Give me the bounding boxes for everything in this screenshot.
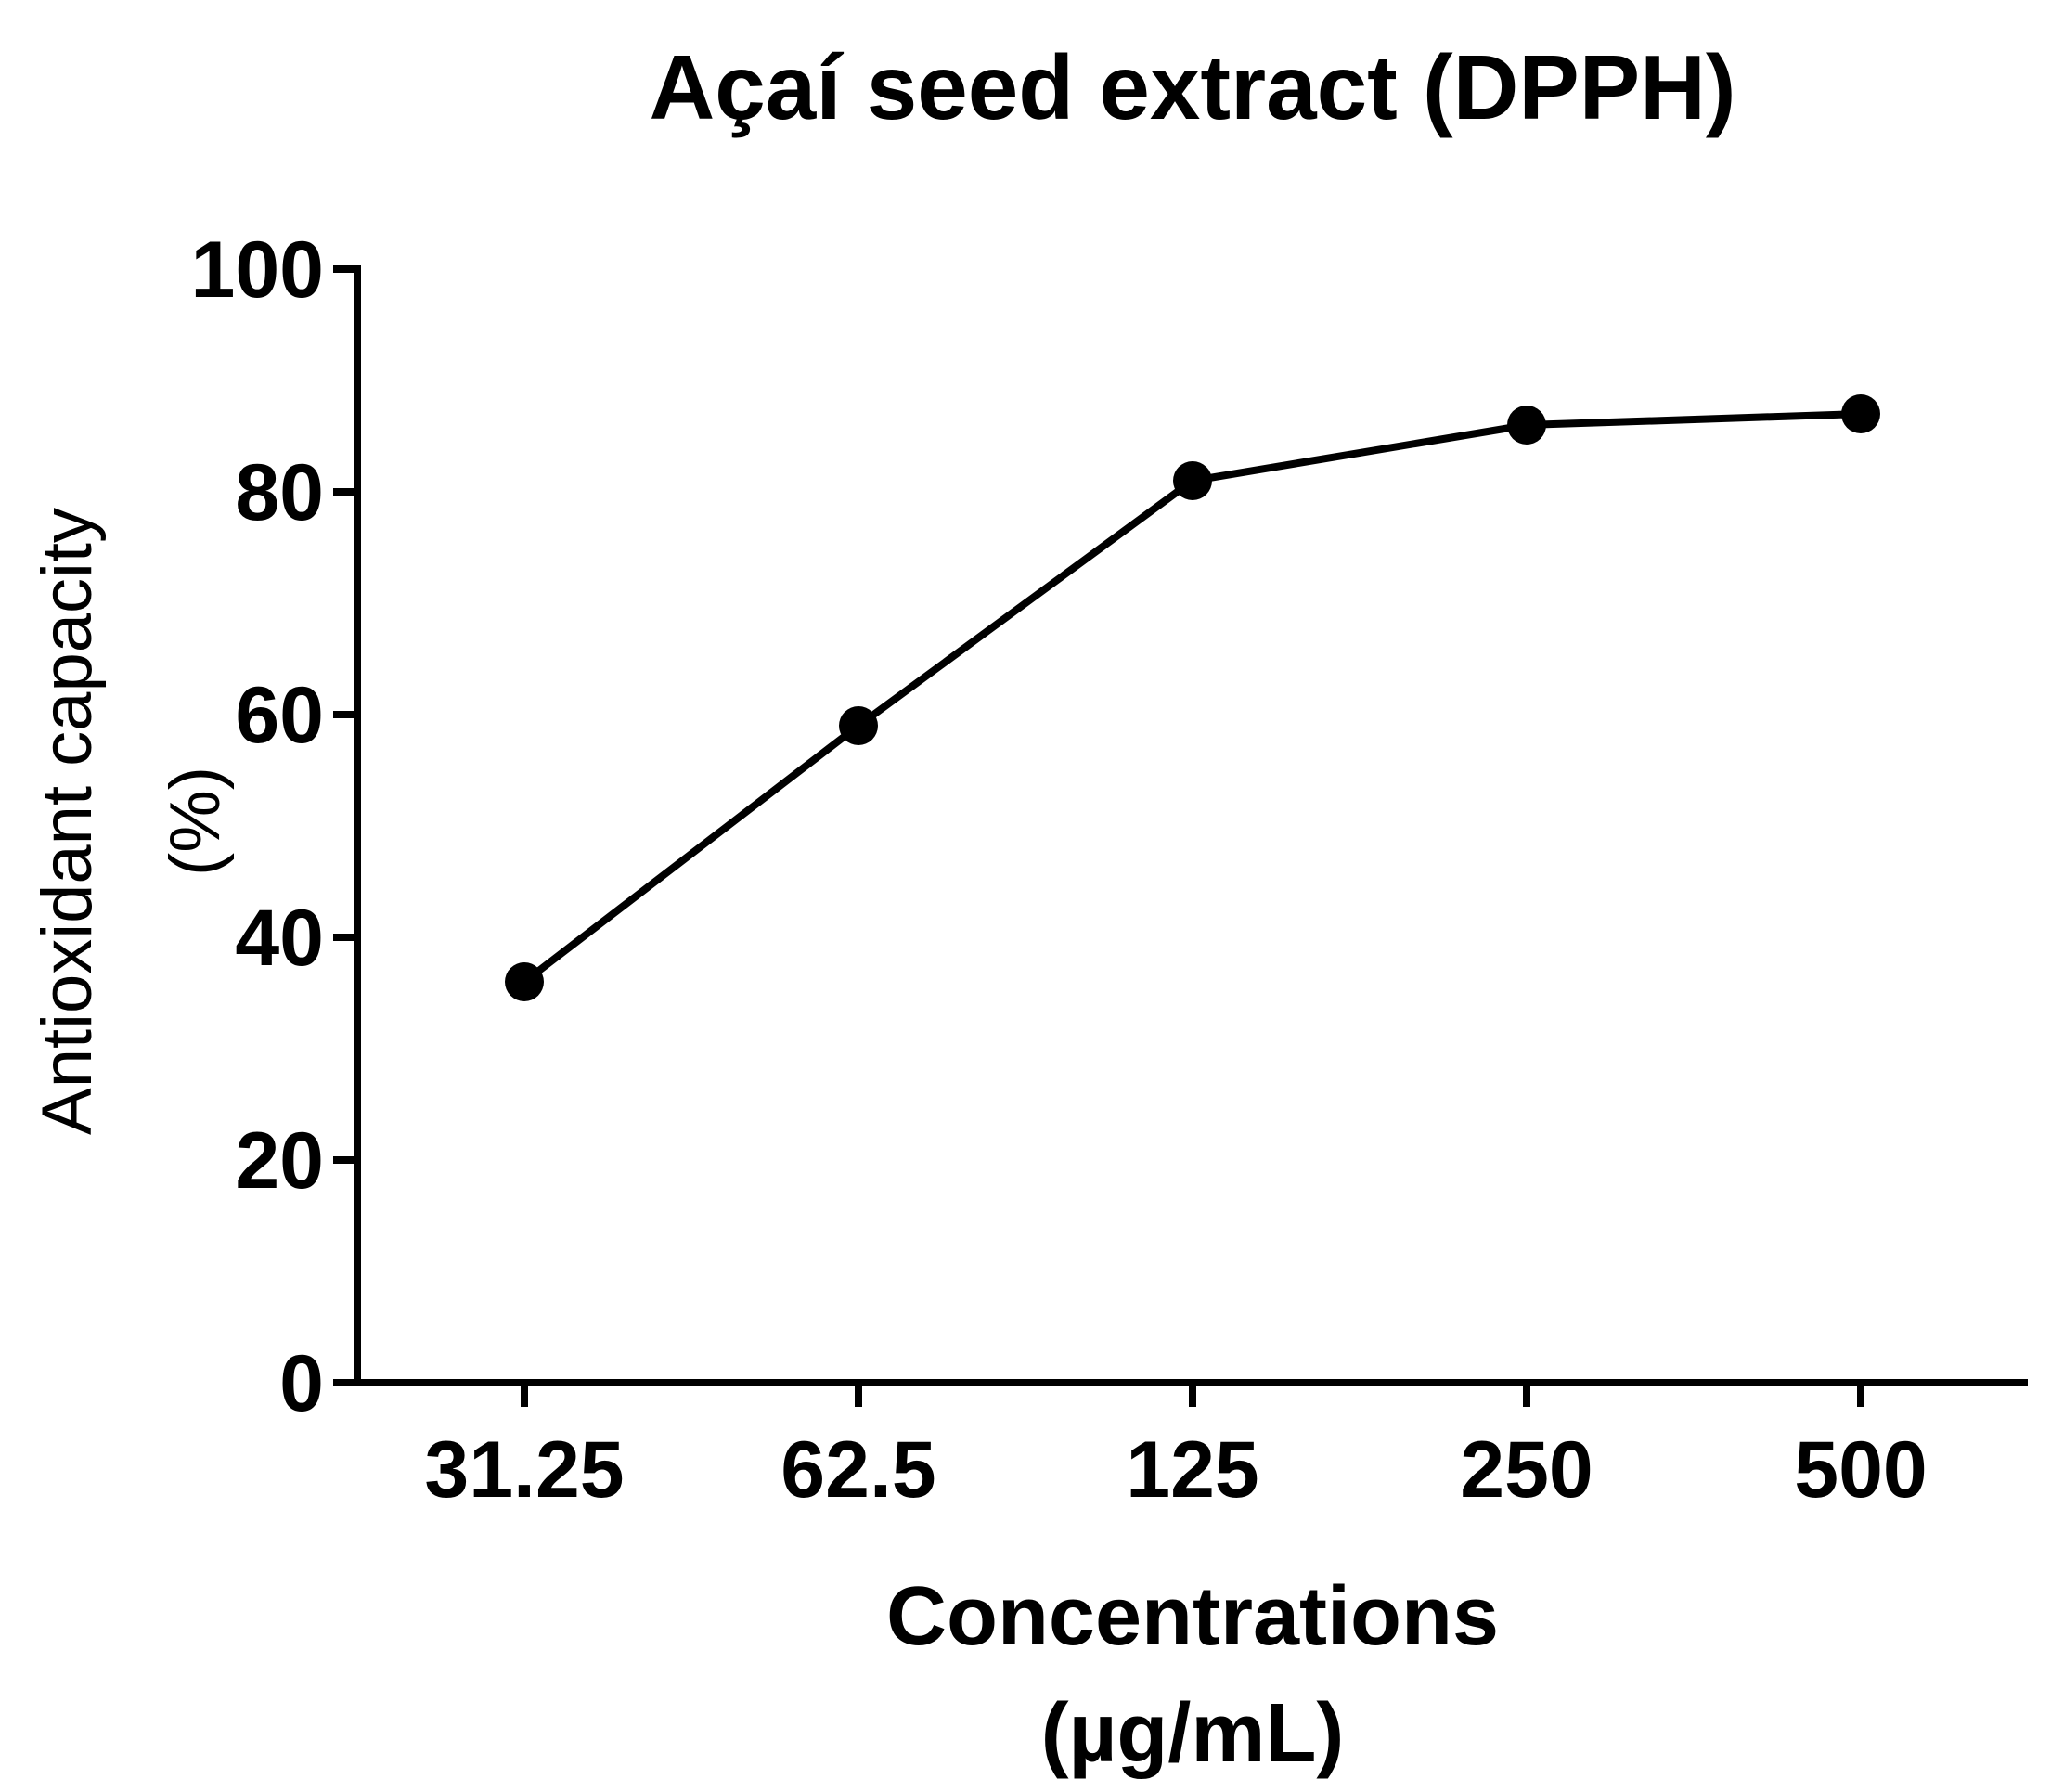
x-tick-label: 250: [1460, 1425, 1593, 1515]
x-tick-label: 125: [1126, 1425, 1259, 1515]
x-tick-label: 62.5: [780, 1425, 935, 1515]
x-axis-title-line1: Concentrations: [886, 1570, 1499, 1663]
data-point: [505, 962, 544, 1001]
y-tick-label: 20: [235, 1116, 324, 1205]
data-point: [839, 706, 878, 745]
series: [505, 394, 1880, 1001]
y-tick-label: 60: [235, 671, 324, 760]
x-tick-label: 31.25: [424, 1425, 624, 1515]
data-point: [1173, 461, 1212, 500]
x-axis-title: Concentrations (µg/mL): [886, 1570, 1499, 1780]
x-axis-title-line2: (µg/mL): [1041, 1687, 1345, 1780]
x-tick-label: 500: [1794, 1425, 1928, 1515]
chart-title: Açaí seed extract (DPPH): [649, 36, 1735, 138]
data-point: [1507, 406, 1546, 445]
y-axis-title: Antioxidant capacity (%): [28, 508, 235, 1135]
y-axis-title-line1: Antioxidant capacity: [28, 508, 107, 1135]
y-axis-title-line2: (%): [156, 767, 235, 876]
y-tick-label: 80: [235, 448, 324, 537]
y-tick-label: 40: [235, 894, 324, 983]
y-ticks: 0 20 40 60 80 100: [191, 226, 357, 1428]
data-point: [1841, 394, 1880, 433]
x-ticks: 31.25 62.5 125 250 500: [424, 1383, 1928, 1515]
y-tick-label: 100: [191, 226, 325, 315]
y-tick-label: 0: [279, 1339, 324, 1428]
axes: [354, 265, 2028, 1386]
